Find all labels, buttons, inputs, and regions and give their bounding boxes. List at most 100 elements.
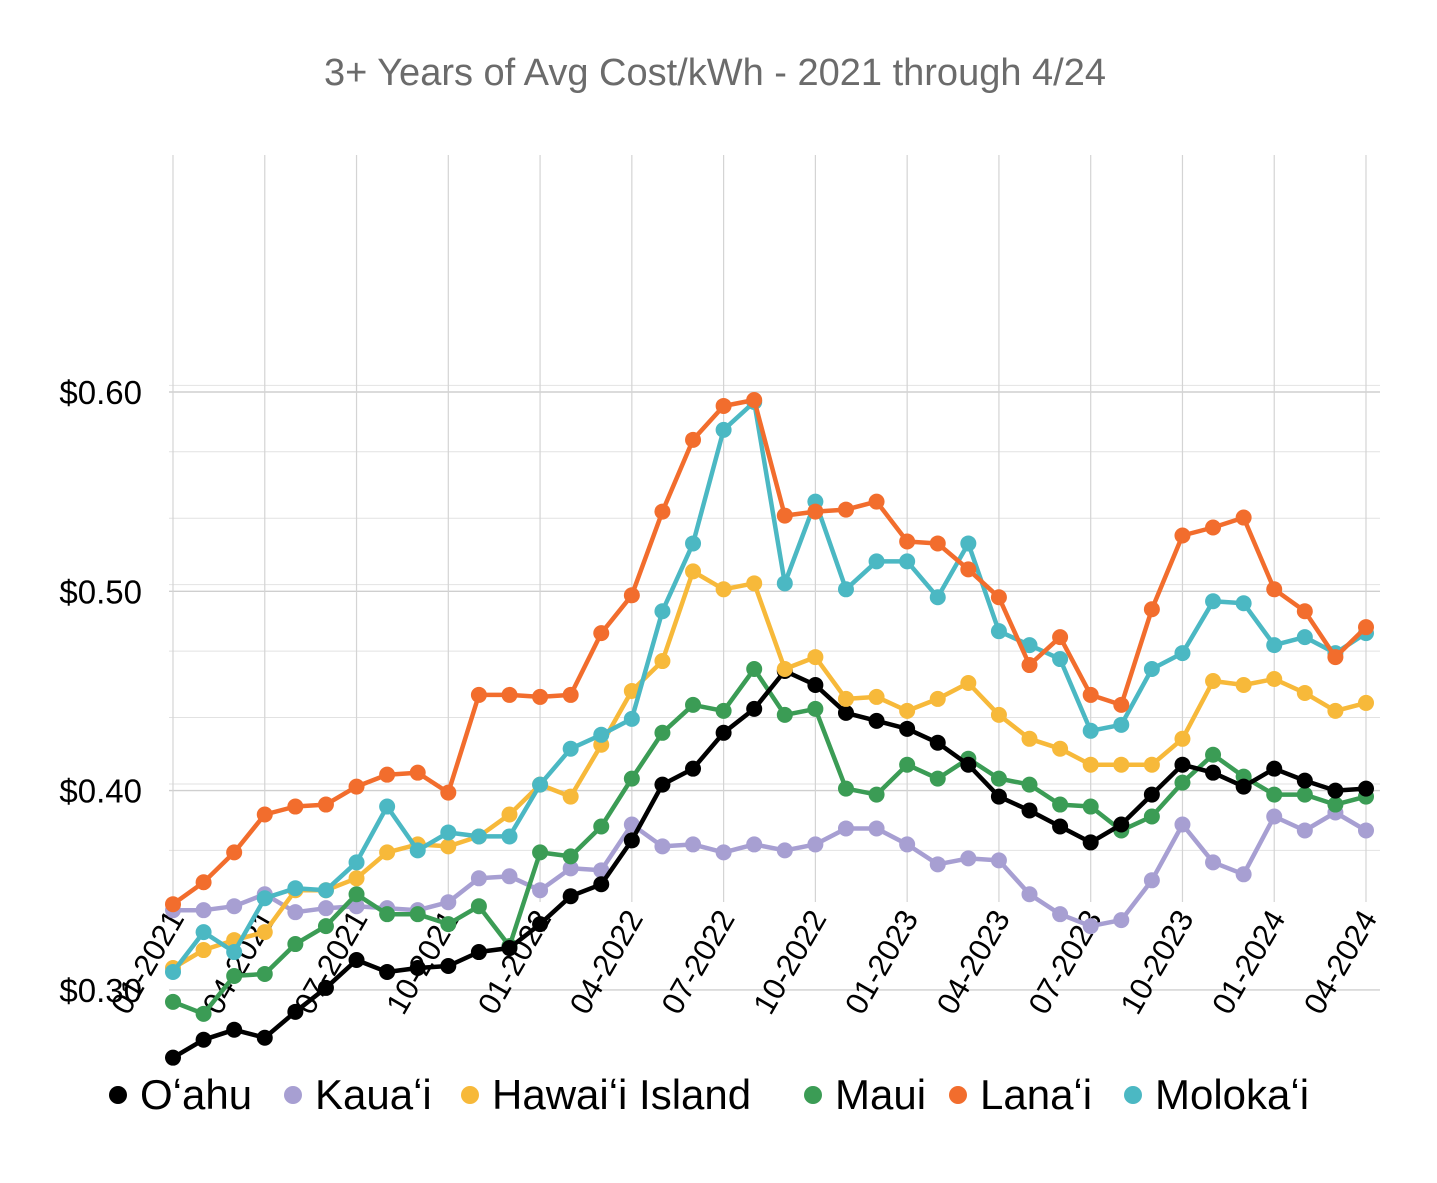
data-point bbox=[899, 553, 916, 570]
data-point bbox=[1021, 776, 1038, 793]
data-point bbox=[440, 784, 457, 801]
data-point bbox=[1235, 509, 1252, 526]
data-point bbox=[195, 902, 212, 919]
data-point bbox=[1296, 786, 1313, 803]
data-point bbox=[654, 603, 671, 620]
data-point bbox=[1082, 756, 1099, 773]
data-point bbox=[837, 581, 854, 598]
data-point bbox=[348, 886, 365, 903]
data-point bbox=[593, 726, 610, 743]
data-point bbox=[348, 854, 365, 871]
data-point bbox=[746, 661, 763, 678]
series-Oʻahu bbox=[165, 663, 1374, 1066]
data-point bbox=[990, 706, 1007, 723]
data-point bbox=[1174, 730, 1191, 747]
data-point bbox=[1082, 686, 1099, 703]
data-point bbox=[593, 876, 610, 893]
data-point bbox=[1235, 866, 1252, 883]
data-point bbox=[1082, 918, 1099, 935]
data-point bbox=[532, 688, 549, 705]
data-point bbox=[837, 780, 854, 797]
data-point bbox=[256, 965, 273, 982]
data-point bbox=[776, 706, 793, 723]
data-point bbox=[348, 898, 365, 915]
gridlines bbox=[169, 155, 1380, 991]
y-axis: $0.30 $0.40 $0.50 $0.60 bbox=[59, 374, 142, 1009]
data-point bbox=[470, 898, 487, 915]
data-point bbox=[868, 786, 885, 803]
data-point bbox=[960, 850, 977, 867]
data-point bbox=[960, 561, 977, 578]
data-point bbox=[715, 844, 732, 861]
data-point bbox=[837, 820, 854, 837]
legend-marker bbox=[804, 1086, 822, 1104]
data-point bbox=[990, 589, 1007, 606]
data-point bbox=[1174, 756, 1191, 773]
data-point bbox=[899, 756, 916, 773]
data-point bbox=[990, 788, 1007, 805]
data-point bbox=[776, 507, 793, 524]
data-point bbox=[1266, 760, 1283, 777]
data-point bbox=[807, 700, 824, 717]
data-point bbox=[654, 776, 671, 793]
data-point bbox=[1327, 649, 1344, 666]
data-point bbox=[685, 563, 702, 580]
data-point bbox=[195, 1005, 212, 1022]
data-point bbox=[1358, 822, 1374, 839]
data-point bbox=[654, 653, 671, 670]
data-point bbox=[287, 1003, 304, 1020]
data-point bbox=[1174, 816, 1191, 833]
data-point bbox=[562, 848, 579, 865]
data-point bbox=[1174, 774, 1191, 791]
data-point bbox=[1266, 786, 1283, 803]
data-point bbox=[440, 916, 457, 933]
data-point bbox=[317, 979, 334, 996]
data-point bbox=[807, 676, 824, 693]
data-point bbox=[685, 535, 702, 552]
data-point bbox=[654, 724, 671, 741]
data-point bbox=[440, 838, 457, 855]
data-point bbox=[1052, 629, 1069, 646]
data-point bbox=[746, 700, 763, 717]
x-tick-label: 04-2024 bbox=[1297, 904, 1384, 1020]
data-point bbox=[1174, 527, 1191, 544]
data-point bbox=[868, 553, 885, 570]
data-point bbox=[776, 842, 793, 859]
data-point bbox=[195, 874, 212, 891]
data-point bbox=[593, 625, 610, 642]
data-point bbox=[929, 734, 946, 751]
legend-item: Molokaʻi bbox=[1124, 1071, 1309, 1118]
series-line bbox=[170, 810, 1369, 929]
legend-item: Oʻahu bbox=[109, 1071, 252, 1118]
data-point bbox=[287, 904, 304, 921]
x-tick-label: 04-2023 bbox=[930, 904, 1017, 1020]
legend-item: Hawaiʻi Island bbox=[461, 1071, 751, 1118]
data-point bbox=[1021, 886, 1038, 903]
data-point bbox=[256, 924, 273, 941]
data-point bbox=[1327, 782, 1344, 799]
data-point bbox=[623, 832, 640, 849]
data-point bbox=[837, 704, 854, 721]
legend-label: Molokaʻi bbox=[1155, 1071, 1309, 1118]
data-point bbox=[960, 674, 977, 691]
legend-label: Lanaʻi bbox=[980, 1071, 1092, 1118]
data-point bbox=[1327, 796, 1344, 813]
x-tick-label: 07-2022 bbox=[654, 904, 741, 1020]
data-point bbox=[929, 690, 946, 707]
data-point bbox=[470, 686, 487, 703]
data-point bbox=[562, 686, 579, 703]
data-point bbox=[929, 770, 946, 787]
series-layer bbox=[165, 391, 1374, 1066]
data-point bbox=[226, 1021, 243, 1038]
data-point bbox=[1174, 645, 1191, 662]
data-point bbox=[990, 852, 1007, 869]
data-point bbox=[1205, 593, 1222, 610]
data-point bbox=[562, 740, 579, 757]
data-point bbox=[807, 503, 824, 520]
series-Molokaʻi bbox=[165, 393, 1374, 980]
data-point bbox=[899, 533, 916, 550]
data-point bbox=[776, 575, 793, 592]
data-point bbox=[1143, 808, 1160, 825]
data-point bbox=[685, 760, 702, 777]
